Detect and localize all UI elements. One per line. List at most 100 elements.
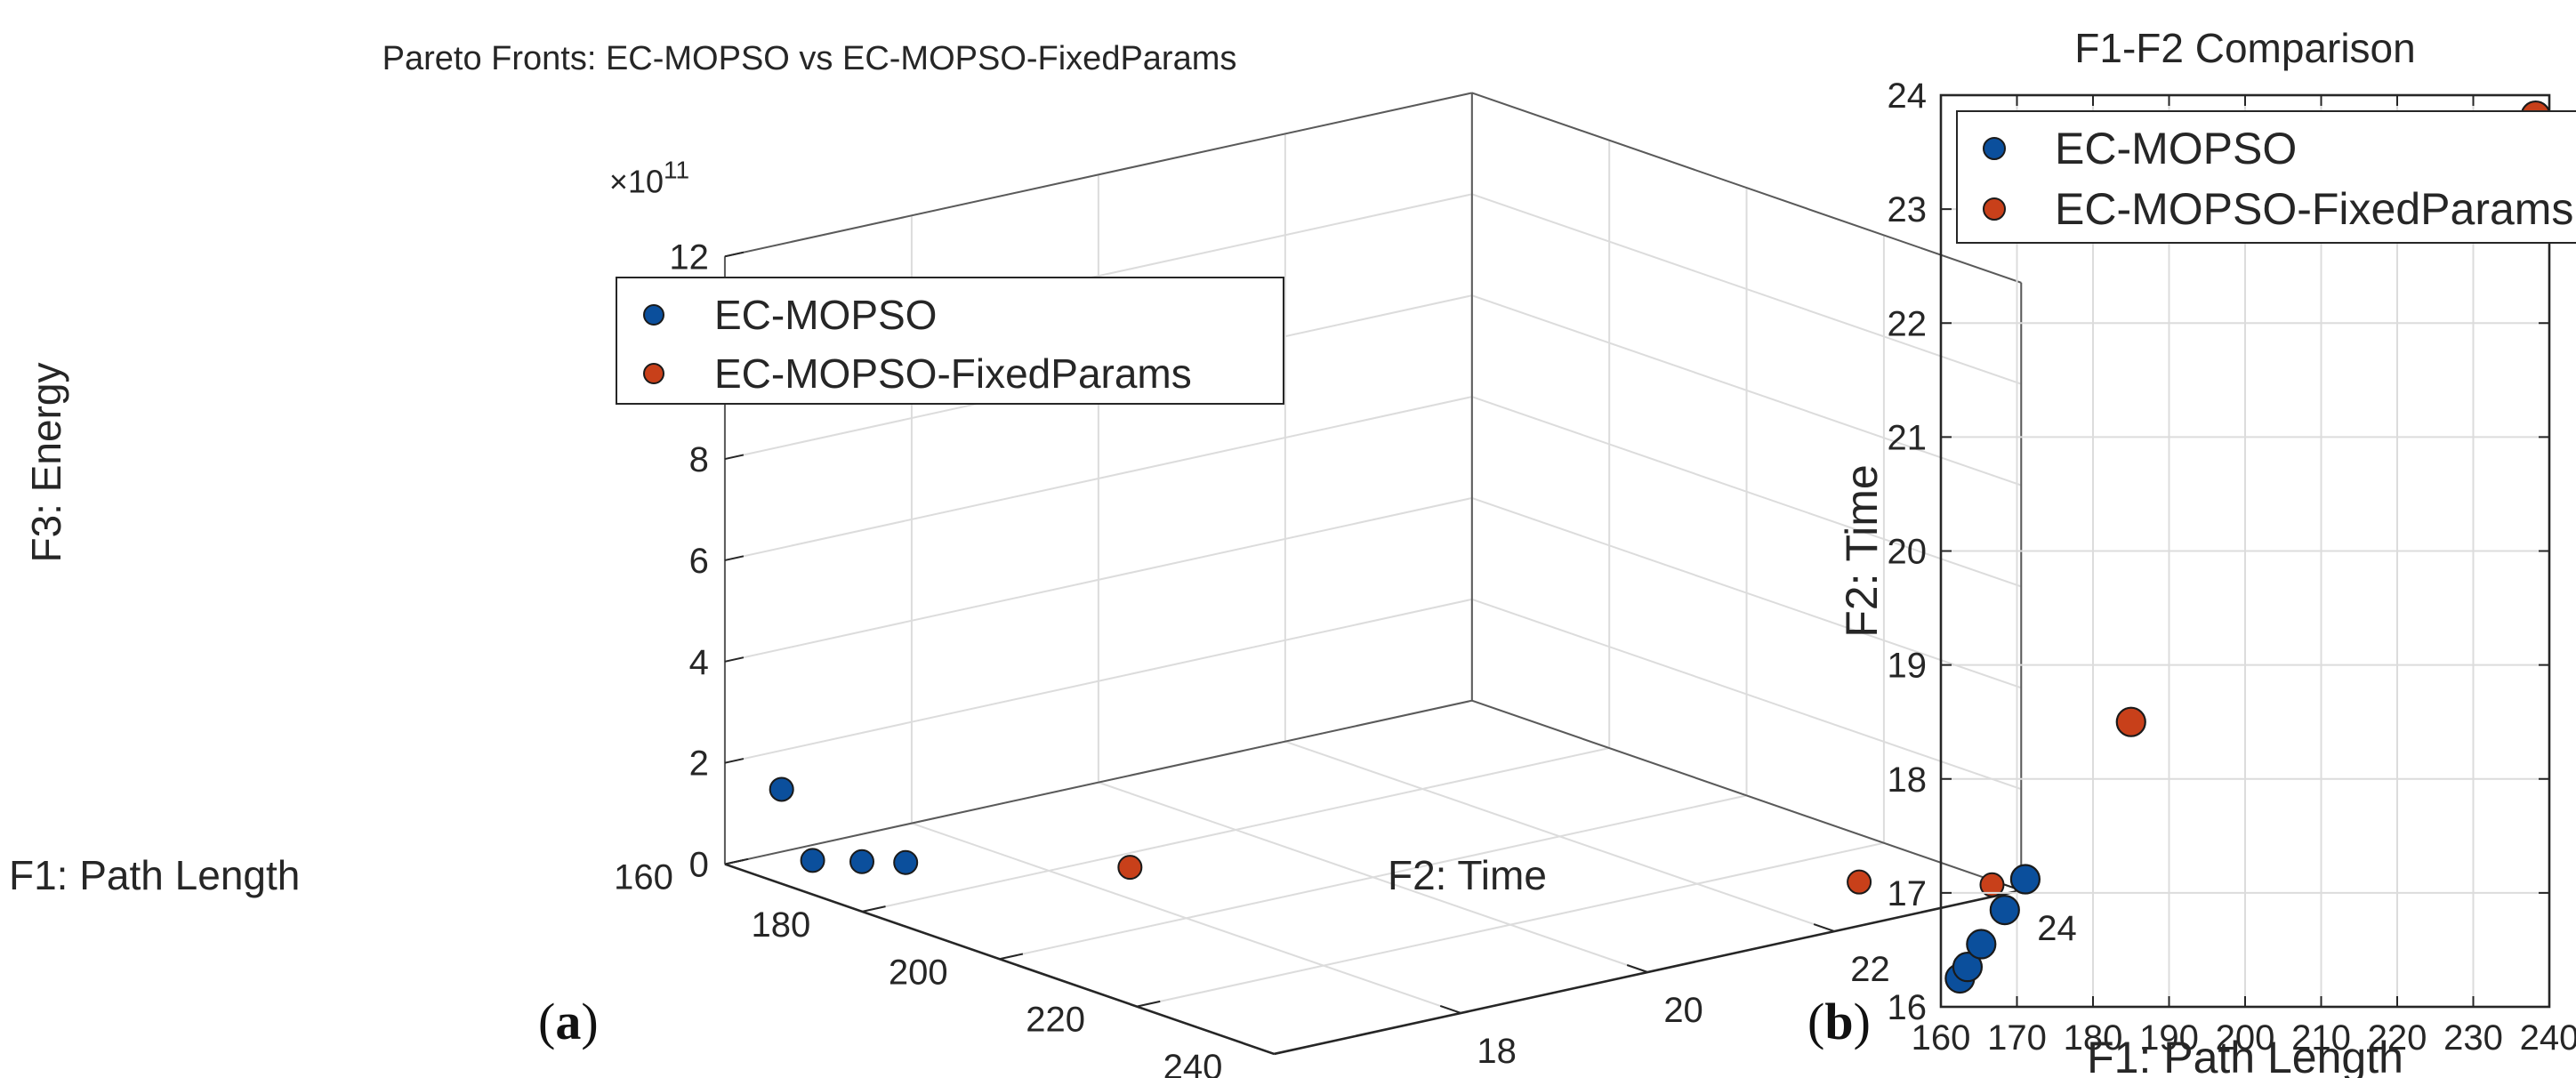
point-2d-ec-mopso-3 xyxy=(1989,894,2020,926)
point-3d-ec-mopso-3 xyxy=(849,849,875,874)
z-tick-label-3d-3: 6 xyxy=(689,542,709,581)
y-tick-label-2d-1: 17 xyxy=(1888,874,1928,913)
point-3d-ec-mopso-fixedparams-1 xyxy=(1847,869,1872,895)
panel-label-b: (b) xyxy=(1807,993,1871,1050)
x-tick-label-3d-0: 160 xyxy=(614,858,673,897)
grid-3d-z-right-1 xyxy=(1471,598,2022,791)
x-tick-label-2d-0: 160 xyxy=(1912,1018,1971,1058)
legend-3d-label-ec-mopso: EC-MOPSO xyxy=(714,292,937,338)
grid-3d-z-right-5 xyxy=(1471,193,2022,385)
grid-3d-y-floor-3 xyxy=(1284,740,1835,932)
chart-title-2d: F1-F2 Comparison xyxy=(2074,25,2415,71)
z-tick-3d-3 xyxy=(724,555,745,561)
x-tick-3d-4 xyxy=(1274,1048,1298,1055)
z-scale-exponent: 11 xyxy=(664,156,689,183)
point-3d-ec-mopso-1 xyxy=(769,776,794,802)
y-tick-3d-0 xyxy=(1252,1045,1275,1055)
z-tick-label-3d-2: 4 xyxy=(689,643,709,682)
x-tick-3d-2 xyxy=(999,953,1024,961)
axes-3d-edge-1 xyxy=(724,92,1473,258)
z-tick-3d-6 xyxy=(724,251,745,258)
y-tick-3d-2 xyxy=(1626,964,1648,973)
y-tick-label-2d-6: 22 xyxy=(1888,304,1928,343)
point-2d-ec-mopso-fixedparams-0 xyxy=(2115,706,2146,737)
grid-3d-z-right-4 xyxy=(1471,294,2022,487)
y-tick-label-2d-8: 24 xyxy=(1888,76,1928,116)
point-3d-ec-mopso-4 xyxy=(893,849,919,875)
y-tick-label-2d-3: 19 xyxy=(1888,647,1928,686)
x-tick-label-2d-7: 230 xyxy=(2443,1018,2503,1058)
x-tick-label-2d-4: 200 xyxy=(2216,1018,2275,1058)
point-3d-ec-mopso-fixedparams-0 xyxy=(1117,855,1143,881)
z-tick-label-3d-6: 12 xyxy=(669,237,709,277)
grid-3d-z-right-2 xyxy=(1471,496,2022,689)
z-scale-base: ×10 xyxy=(609,163,664,199)
y-axis-label-3d: F2: Time xyxy=(1388,852,1547,898)
grid-3d-y-floor-2 xyxy=(1098,781,1648,973)
z-tick-label-3d-4: 8 xyxy=(689,440,709,479)
y-axis-label-2d: F2: Time xyxy=(1837,464,1887,637)
point-3d-ec-mopso-fixedparams-2 xyxy=(1979,872,2005,897)
axes-3d-edge-7 xyxy=(724,699,1473,865)
y-tick-3d-1 xyxy=(1439,1005,1461,1014)
legend-3d-marker-ec-mopso xyxy=(643,304,664,326)
legend-2d-box xyxy=(1956,110,2576,244)
axes-3d-edge-6 xyxy=(1274,889,2022,1056)
x-tick-label-2d-8: 240 xyxy=(2520,1018,2576,1058)
x-tick-label-3d-1: 180 xyxy=(752,905,811,945)
z-axis-label-3d: F3: Energy xyxy=(23,363,69,563)
point-3d-ec-mopso-2 xyxy=(800,848,825,873)
axes-3d-edge-2 xyxy=(1471,92,2022,284)
y-tick-label-2d-4: 20 xyxy=(1888,533,1928,572)
z-tick-label-3d-0: 0 xyxy=(689,846,709,885)
panel-label-b-text: b xyxy=(1824,993,1854,1050)
y-tick-label-3d-3: 22 xyxy=(1850,950,1890,989)
x-tick-label-3d-4: 240 xyxy=(1163,1048,1223,1078)
y-tick-3d-3 xyxy=(1813,923,1835,932)
legend-2d-marker-ec-mopso xyxy=(1983,137,2006,160)
y-tick-label-3d-4: 24 xyxy=(2037,909,2077,948)
legend-2d-label-ec-mopso: EC-MOPSO xyxy=(2055,124,2297,173)
chart-title-3d: Pareto Fronts: EC-MOPSO vs EC-MOPSO-Fixe… xyxy=(382,40,1237,77)
y-tick-label-3d-2: 20 xyxy=(1663,991,1703,1030)
grid-3d-y-floor-1 xyxy=(911,822,1461,1014)
x-tick-3d-3 xyxy=(1136,1000,1161,1008)
z-tick-3d-2 xyxy=(724,656,745,663)
point-2d-ec-mopso-1 xyxy=(1952,952,1984,983)
z-tick-label-3d-1: 2 xyxy=(689,744,709,784)
z-tick-3d-4 xyxy=(724,454,745,461)
x-axis-label-3d: F1: Path Length xyxy=(9,852,300,898)
z-tick-3d-1 xyxy=(724,758,745,764)
x-tick-label-2d-2: 180 xyxy=(2064,1018,2123,1058)
legend-3d-box xyxy=(616,277,1284,405)
y-tick-label-2d-7: 23 xyxy=(1888,190,1928,229)
legend-2d-marker-ec-mopso-fixedparams xyxy=(1983,197,2006,221)
axes-3d-edge-8 xyxy=(1471,699,2022,892)
x-tick-label-3d-2: 200 xyxy=(889,953,948,992)
y-tick-label-3d-0: 16 xyxy=(1290,1073,1330,1078)
panel-label-a: (a) xyxy=(538,993,599,1050)
x-tick-label-3d-3: 220 xyxy=(1026,1001,1085,1040)
x-tick-label-2d-6: 220 xyxy=(2368,1018,2427,1058)
y-tick-label-2d-0: 16 xyxy=(1888,988,1928,1027)
legend-2d-label-ec-mopso-fixedparams: EC-MOPSO-FixedParams xyxy=(2055,184,2573,234)
panel-label-a-text: a xyxy=(555,993,582,1050)
x-tick-label-2d-3: 190 xyxy=(2139,1018,2199,1058)
z-scale-factor: ×1011 xyxy=(609,156,689,199)
legend-3d-marker-ec-mopso-fixedparams xyxy=(643,363,664,384)
x-tick-label-2d-5: 210 xyxy=(2291,1018,2351,1058)
grid-3d-z-right-3 xyxy=(1471,396,2022,588)
x-axis-label-2d: F1: Path Length xyxy=(2087,1033,2403,1078)
y-tick-label-2d-2: 18 xyxy=(1888,760,1928,800)
x-tick-label-2d-1: 170 xyxy=(1987,1018,2047,1058)
grid-3d-z-left-3 xyxy=(724,396,1473,561)
y-tick-label-3d-1: 18 xyxy=(1477,1032,1517,1071)
point-2d-ec-mopso-4 xyxy=(2009,864,2041,895)
point-2d-ec-mopso-2 xyxy=(1966,929,1997,960)
y-tick-label-2d-5: 21 xyxy=(1888,418,1928,457)
grid-3d-z-left-2 xyxy=(724,496,1473,663)
legend-3d-label-ec-mopso-fixedparams: EC-MOPSO-FixedParams xyxy=(714,350,1192,397)
grid-3d-z-left-1 xyxy=(724,598,1473,764)
x-tick-3d-1 xyxy=(862,905,886,913)
